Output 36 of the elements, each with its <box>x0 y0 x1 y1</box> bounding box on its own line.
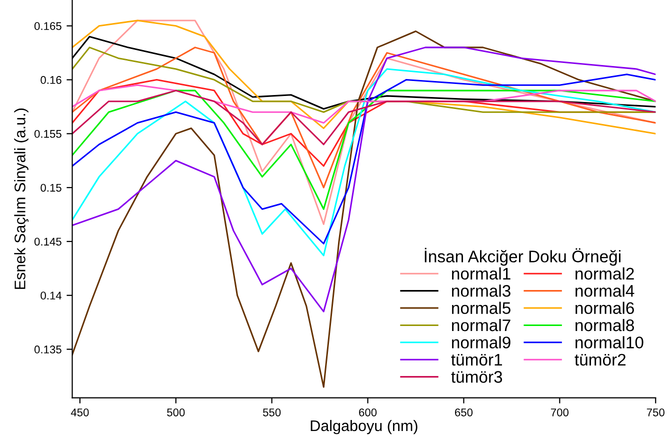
y-tick-label: 0.14 <box>40 292 62 300</box>
y-tick-label: 0.15 <box>40 184 62 192</box>
legend-label: tümör3 <box>451 371 502 383</box>
y-tick-label: 0.16 <box>40 76 62 84</box>
line-series <box>72 46 656 312</box>
y-tick-label: 0.165 <box>34 22 62 30</box>
x-axis-title: Dalgaboyu (nm) <box>310 420 418 434</box>
line-series <box>72 46 656 113</box>
x-tick-label: 550 <box>263 408 281 416</box>
legend-label: tümör1 <box>451 354 502 366</box>
x-tick-label: 700 <box>550 408 569 416</box>
y-tick-label: 0.155 <box>34 130 62 138</box>
legend-label: normal5 <box>452 302 510 314</box>
y-axis-title: Esnek Saçlım Sinyali (a.u.) <box>14 108 28 289</box>
y-tick-label: 0.145 <box>34 238 62 246</box>
legend-title: İnsan Akciğer Doku Örneği <box>424 248 620 266</box>
legend-label: tümör2 <box>574 354 626 366</box>
x-tick-label: 750 <box>646 408 664 416</box>
legend-label: normal2 <box>576 267 634 280</box>
line-series <box>72 90 656 210</box>
legend-label: normal10 <box>576 336 644 348</box>
x-tick-label: 600 <box>359 408 377 416</box>
legend-label: normal7 <box>452 318 510 332</box>
line-series <box>72 90 656 146</box>
legend-label: normal8 <box>576 318 634 332</box>
y-tick-label: 0.135 <box>34 346 62 354</box>
legend-label: normal6 <box>576 302 634 314</box>
line-series <box>72 20 656 225</box>
x-tick-label: 450 <box>70 408 89 416</box>
legend-label: normal9 <box>452 336 510 348</box>
legend-label: normal4 <box>576 284 634 297</box>
x-tick-label: 500 <box>167 408 185 416</box>
legend-label: normal3 <box>452 284 510 297</box>
line-series <box>72 46 656 188</box>
x-tick-label: 650 <box>455 408 473 416</box>
legend-label: normal1 <box>452 267 510 280</box>
